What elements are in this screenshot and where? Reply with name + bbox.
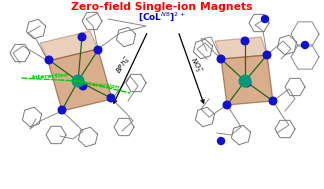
Circle shape <box>107 94 115 102</box>
Circle shape <box>72 75 84 87</box>
Circle shape <box>241 37 249 45</box>
Circle shape <box>78 33 86 41</box>
Circle shape <box>239 75 251 87</box>
Circle shape <box>243 79 251 87</box>
Circle shape <box>223 101 231 109</box>
Polygon shape <box>221 55 273 105</box>
Circle shape <box>45 56 53 64</box>
Circle shape <box>217 138 225 145</box>
Circle shape <box>79 82 87 90</box>
Text: [CoL$^{N8}$]$^{2+}$: [CoL$^{N8}$]$^{2+}$ <box>138 10 186 23</box>
Polygon shape <box>215 37 267 59</box>
Circle shape <box>261 15 269 22</box>
Circle shape <box>269 97 277 105</box>
Polygon shape <box>40 31 98 61</box>
Polygon shape <box>48 49 112 111</box>
Text: Interaction: Interaction <box>31 72 69 80</box>
Circle shape <box>263 51 271 59</box>
Circle shape <box>58 106 66 114</box>
Circle shape <box>217 55 225 63</box>
Circle shape <box>94 46 102 54</box>
Text: Zero-field Single-ion Magnets: Zero-field Single-ion Magnets <box>71 2 253 12</box>
Text: NO$_3^-$: NO$_3^-$ <box>187 55 205 75</box>
Text: Interaction: Interaction <box>83 81 121 89</box>
Circle shape <box>302 42 308 49</box>
Text: BPh$_4^-$: BPh$_4^-$ <box>114 54 134 76</box>
